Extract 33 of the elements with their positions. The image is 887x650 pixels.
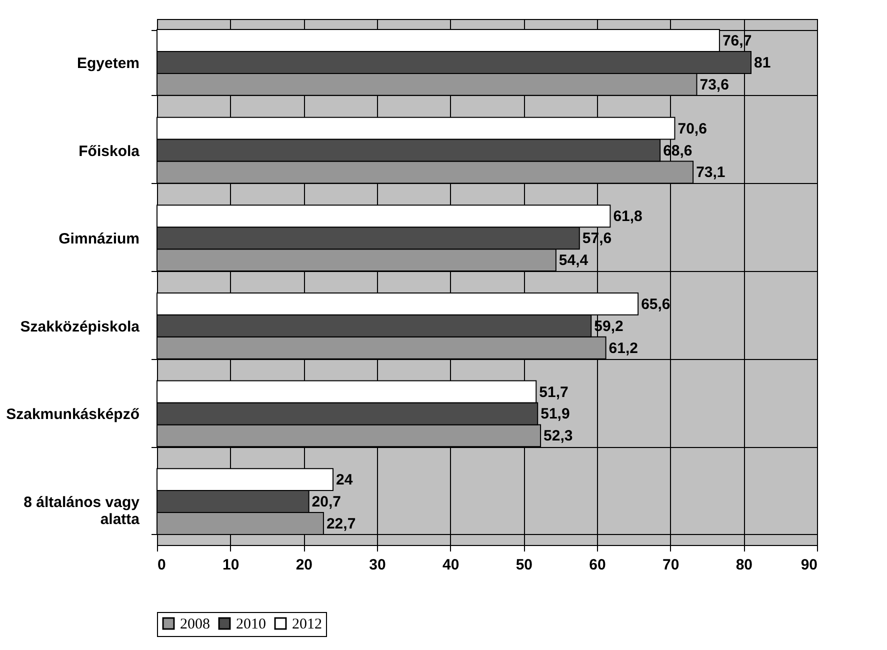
x-tick-label: 90 (800, 556, 818, 574)
x-tick-label: 30 (369, 556, 386, 574)
x-tick-label: 0 (158, 556, 166, 574)
data-label: 61,8 (613, 208, 642, 226)
data-label: 73,1 (696, 164, 726, 182)
data-label: 73,6 (700, 76, 729, 94)
y-tick-label: Főiskola (78, 142, 140, 160)
x-tick-label: 80 (736, 556, 753, 574)
data-label: 54,4 (558, 252, 589, 270)
data-label: 51,9 (540, 406, 570, 423)
x-tick-label: 70 (662, 556, 680, 574)
x-tick-label: 20 (296, 556, 313, 574)
y-tick-label: 8 általános vagy alatta (24, 494, 140, 528)
y-tick-label: Egyetem (76, 54, 140, 72)
y-tick-label: Szakközépiskola (20, 318, 140, 336)
legend-label: 2010 (236, 616, 266, 633)
data-label: 65,6 (641, 296, 670, 313)
y-tick-label: Gimnázium (58, 230, 140, 248)
x-tick-label: 40 (442, 556, 460, 574)
data-label: 81 (754, 54, 771, 72)
y-tick-label: Szakmunkásképző (6, 406, 140, 424)
legend-label: 2008 (180, 616, 210, 633)
data-label: 61,2 (608, 340, 638, 357)
legend-label: 2012 (292, 616, 322, 633)
x-tick-label: 50 (516, 556, 533, 574)
x-tick-label: 60 (589, 556, 606, 574)
data-label: 20,7 (312, 494, 342, 511)
data-label: 24 (336, 472, 354, 489)
data-label: 51,7 (539, 384, 568, 401)
data-label: 52,3 (544, 428, 573, 445)
data-label: 70,6 (678, 120, 707, 138)
data-label: 22,7 (326, 515, 356, 532)
x-tick-label: 10 (222, 556, 240, 574)
